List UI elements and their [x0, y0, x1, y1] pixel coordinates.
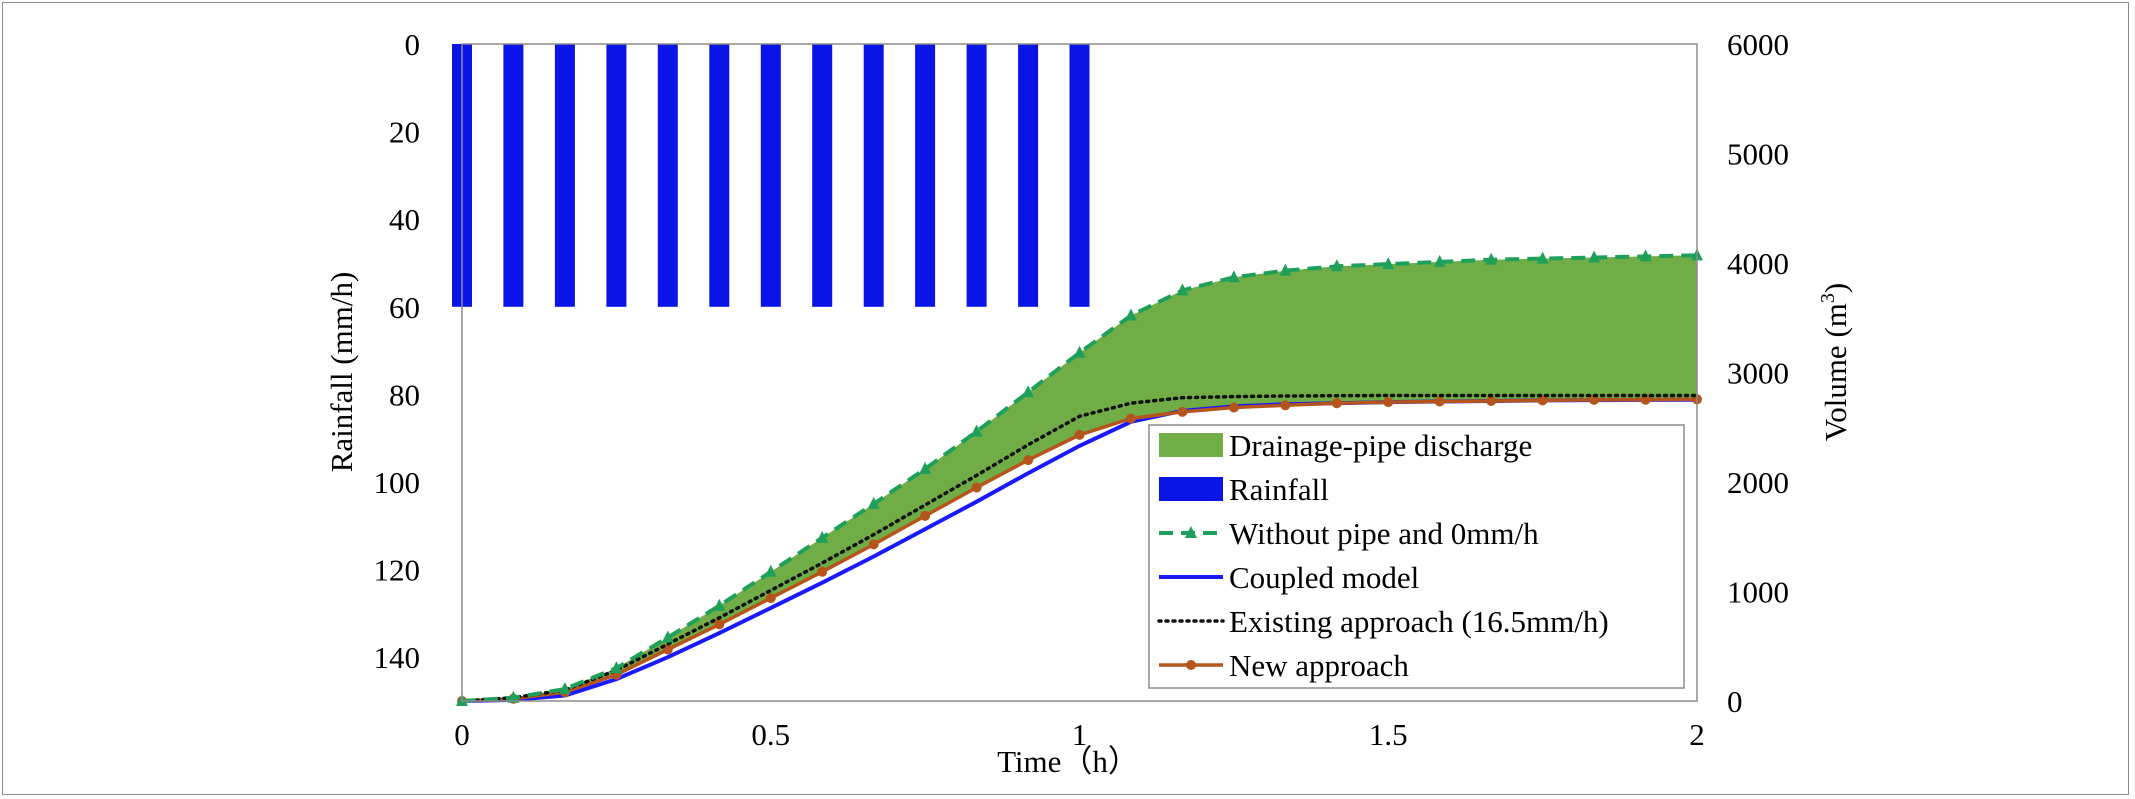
rainfall-bar: [657, 44, 678, 307]
rainfall-bar: [503, 44, 524, 307]
without-pipe-marker: [1022, 385, 1035, 398]
rainfall-bar: [606, 44, 627, 307]
new-approach-point: [920, 510, 931, 521]
new-approach-point: [714, 619, 725, 630]
series-existing-approach: [460, 393, 1699, 703]
y-left-tick-label: 60: [389, 290, 420, 325]
without-pipe-marker: [919, 461, 932, 474]
new-approach-point: [817, 566, 828, 577]
new-approach-point: [1589, 394, 1600, 405]
y-left-tick-label: 100: [374, 465, 421, 500]
legend-label: New approach: [1229, 648, 1409, 683]
new-approach-point: [1486, 396, 1497, 406]
without-pipe-marker: [1433, 254, 1446, 267]
without-pipe-marker: [507, 690, 520, 703]
y-left-tick-label: 40: [389, 202, 420, 237]
new-approach-point: [1177, 406, 1188, 417]
without-pipe-marker: [1536, 251, 1549, 264]
new-approach-point: [1074, 429, 1085, 440]
new-approach-point: [1228, 402, 1239, 413]
without-pipe-marker: [1639, 249, 1652, 262]
tick-labels: 0 0.5 1 1.5 20204060801001201400100020003000…: [374, 27, 1790, 752]
rainfall-bar: [554, 44, 575, 307]
y-left-tick-label: 0: [405, 27, 421, 62]
new-approach-point: [1331, 398, 1342, 409]
y-right-tick-label: 3000: [1727, 356, 1789, 391]
y-right-tick-label: 6000: [1727, 27, 1789, 62]
x-tick-label: 0.5: [751, 717, 790, 752]
rainfall-bar: [760, 44, 781, 307]
legend-label: Coupled model: [1229, 560, 1419, 595]
rainfall-bar: [966, 44, 987, 307]
without-pipe-marker: [661, 630, 674, 643]
legend-marker-new: [1186, 660, 1196, 670]
legend: Drainage-pipe discharge Rainfall Without p…: [1148, 424, 1685, 689]
legend-label: Without pipe and 0mm/h: [1229, 516, 1539, 551]
y-right-tick-label: 4000: [1727, 246, 1789, 281]
without-pipe-marker: [1485, 252, 1498, 265]
without-pipe-marker: [970, 424, 983, 437]
new-approach-point: [1537, 395, 1548, 406]
drainage-area: [462, 255, 1697, 702]
x-tick-label: 1: [1072, 717, 1088, 752]
without-pipe-marker: [867, 496, 880, 509]
without-pipe-marker: [1279, 263, 1292, 276]
x-tick-label: 2: [1689, 717, 1705, 752]
without-pipe-marker: [1382, 257, 1395, 270]
new-approach-point: [971, 482, 982, 493]
without-pipe-marker: [610, 661, 623, 674]
new-approach-point: [1023, 455, 1034, 466]
new-approach-point: [868, 539, 879, 550]
legend-swatch-drainage: [1159, 433, 1223, 457]
new-approach-point: [1640, 394, 1651, 405]
y-left-tick-label: 80: [389, 377, 420, 412]
without-pipe-marker: [1330, 259, 1343, 272]
x-tick-label: 0: [454, 717, 470, 752]
y-axis-right-label: Volume (m3): [1817, 283, 1853, 441]
without-pipe-marker: [1073, 345, 1086, 358]
y-axis-left-label: Rainfall (mm/h): [324, 272, 359, 473]
new-approach-point: [1434, 396, 1445, 407]
new-approach-point: [1125, 413, 1136, 424]
new-approach-point: [1383, 397, 1394, 408]
new-approach-point: [1280, 400, 1291, 411]
without-pipe-marker: [764, 564, 777, 577]
without-pipe-marker: [1176, 283, 1189, 296]
new-approach-point: [765, 593, 776, 604]
y-left-tick-label: 20: [389, 115, 420, 150]
area-layer: [462, 255, 1697, 702]
without-pipe-marker: [713, 598, 726, 611]
legend-label: Existing approach (16.5mm/h): [1229, 604, 1609, 639]
without-pipe-marker: [1588, 250, 1601, 263]
legend-label: Rainfall: [1229, 472, 1329, 507]
series-lines: [456, 248, 1703, 706]
x-axis-label: Time（h）: [997, 744, 1139, 779]
plot-border: [461, 43, 1698, 702]
legend-box: [1148, 424, 1685, 689]
rainfall-bar: [915, 44, 936, 307]
rainfall-bars: [452, 44, 1090, 307]
legend-marker-without-pipe: [1185, 526, 1197, 538]
rainfall-bar: [812, 44, 833, 307]
y-left-tick-label: 120: [374, 553, 421, 588]
y-right-tick-label: 1000: [1727, 575, 1789, 610]
rainfall-bar: [863, 44, 884, 307]
rainfall-bar: [1018, 44, 1039, 307]
without-pipe-marker: [558, 681, 571, 694]
without-pipe-marker: [1227, 270, 1240, 283]
legend-swatch-rainfall: [1159, 477, 1223, 501]
rainfall-bar: [709, 44, 730, 307]
y-right-tick-label: 2000: [1727, 465, 1789, 500]
x-tick-label: 1.5: [1369, 717, 1408, 752]
y-right-tick-label: 0: [1727, 684, 1743, 719]
without-pipe-marker: [816, 530, 829, 543]
without-pipe-marker: [1124, 308, 1137, 321]
y-left-tick-label: 140: [374, 640, 421, 675]
legend-label: Drainage-pipe discharge: [1229, 428, 1532, 463]
rainfall-bar: [1069, 44, 1090, 307]
y-right-tick-label: 5000: [1727, 137, 1789, 172]
